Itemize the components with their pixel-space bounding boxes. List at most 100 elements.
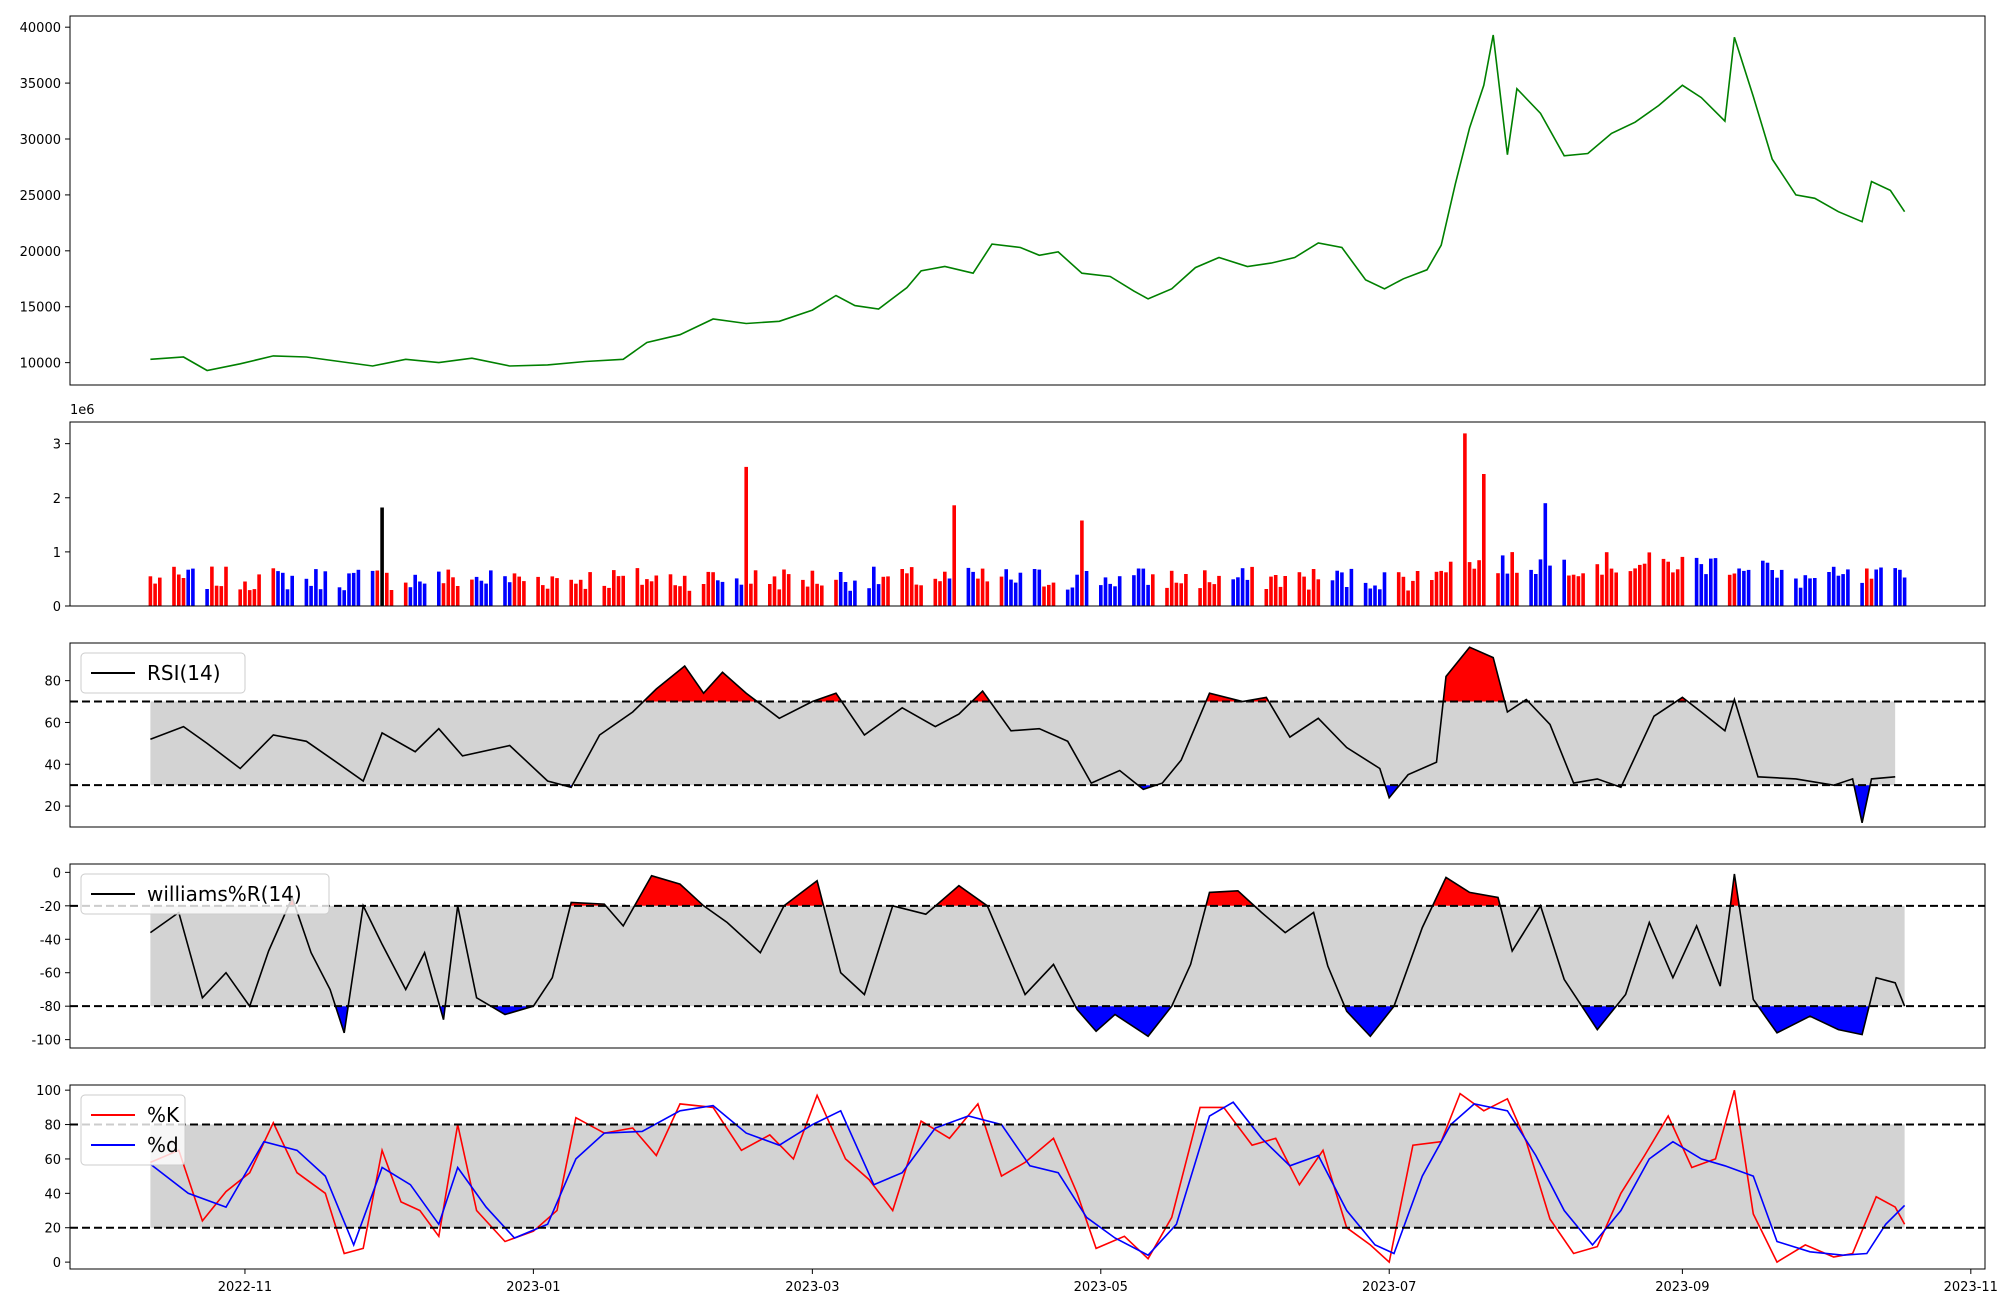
volume-bar: [753, 570, 758, 606]
volume-bar: [342, 590, 346, 606]
overbought-fill: [643, 666, 758, 702]
legend-label: %d: [147, 1133, 179, 1157]
volume-bar: [285, 589, 290, 606]
volume-bar: [1571, 574, 1576, 606]
oversold-fill: [1344, 1006, 1394, 1037]
volume-bar: [309, 585, 313, 606]
volume-bar: [1860, 582, 1864, 606]
volume-bar: [1874, 569, 1878, 606]
volume-bar: [474, 576, 479, 606]
volume-bar: [276, 571, 280, 606]
volume-bar: [210, 566, 214, 606]
y-tick-label: 20000: [20, 245, 61, 260]
volume-bar: [1344, 587, 1349, 606]
volume-bar: [470, 579, 474, 606]
y-tick-label: -100: [31, 1034, 61, 1049]
volume-bar: [574, 583, 578, 606]
volume-bar: [1444, 572, 1448, 606]
volume-bar: [403, 582, 408, 606]
x-tick-label: 2022-11: [218, 1280, 272, 1295]
volume-bar: [536, 576, 540, 606]
y-tick-label: 40: [44, 1187, 61, 1202]
volume-bar: [1567, 575, 1571, 606]
volume-bar: [1604, 552, 1609, 606]
volume-bar: [919, 585, 923, 606]
volume-bar: [1004, 569, 1008, 606]
volume-bar: [1794, 578, 1798, 606]
volume-bar: [938, 581, 942, 606]
volume-bar: [1439, 570, 1443, 606]
volume-bar: [1141, 568, 1146, 606]
y-tick-label: 15000: [20, 301, 61, 316]
oversold-fill: [1854, 785, 1871, 823]
volume-bar: [1117, 576, 1122, 606]
volume-bar: [886, 576, 890, 606]
date-axis: 2022-11 2023-01 2023-03 2023-05 2023-07 2023-…: [218, 1269, 1998, 1295]
volume-bar: [1482, 474, 1486, 606]
volume-bar: [1269, 576, 1273, 606]
volume-bar: [1273, 575, 1278, 606]
volume-bar: [1902, 577, 1907, 606]
volume-bar: [1174, 582, 1179, 606]
y-tick-label: 60: [44, 716, 61, 731]
x-tick-label: 2023-11: [1944, 1280, 1998, 1295]
volume-bar: [1051, 582, 1056, 606]
volume-bar: [805, 586, 810, 606]
volume-bar: [1770, 570, 1774, 606]
volume-bar: [1699, 564, 1704, 606]
y-tick-label: -20: [40, 900, 61, 915]
volume-bar: [1765, 562, 1770, 606]
volume-bar: [1846, 569, 1850, 606]
legend-label: williams%R(14): [147, 882, 302, 906]
volume-bar: [1628, 571, 1633, 606]
volume-bar: [734, 578, 739, 606]
volume-bar: [1761, 560, 1765, 606]
volume-bar: [318, 589, 323, 606]
volume-bar: [640, 584, 644, 606]
rsi-axes-frame: [69, 642, 1986, 828]
volume-bar: [541, 585, 545, 606]
stochastic-axes-frame: [69, 1084, 1986, 1270]
volume-bar: [848, 590, 852, 606]
volume-bar: [786, 574, 791, 606]
volume-bar: [1798, 587, 1803, 606]
volume-bar: [1430, 580, 1434, 606]
volume-bar: [1675, 569, 1680, 606]
volume-bar: [1047, 584, 1051, 606]
y-tick-label: 2: [53, 492, 61, 507]
volume-bar: [181, 578, 186, 606]
volume-bar: [1203, 570, 1207, 606]
volume-bar: [1311, 569, 1316, 606]
y-tick-label: 1: [53, 546, 61, 561]
volume-bar: [881, 576, 886, 606]
volume-bar: [1448, 561, 1453, 606]
volume-bar: [1245, 579, 1250, 606]
volume-bar: [1037, 569, 1042, 606]
volume-bar: [389, 590, 394, 606]
volume-bar: [158, 577, 162, 606]
volume-bar: [1179, 583, 1183, 606]
volume-bar: [1151, 574, 1155, 606]
volume-bar: [1666, 561, 1670, 606]
volume-bar: [1775, 577, 1779, 606]
volume-bar: [1349, 568, 1354, 606]
volume-offset-label: 1e6: [70, 403, 95, 418]
volume-bar: [1633, 568, 1637, 606]
volume-bar: [1103, 577, 1108, 606]
volume-bar: [1368, 588, 1373, 606]
volume-bar: [1378, 589, 1382, 606]
volume-bar: [1297, 572, 1302, 606]
volume-bar: [446, 569, 451, 606]
y-tick-label: 80: [44, 1119, 61, 1134]
volume-bar: [952, 505, 956, 606]
volume-bar: [838, 572, 843, 606]
volume-bar: [947, 578, 952, 606]
volume-bar: [1500, 555, 1505, 606]
volume-bar: [1302, 576, 1306, 606]
volume-bar: [1841, 574, 1845, 606]
volume-bar: [909, 567, 914, 606]
volume-bar: [1808, 578, 1812, 606]
volume-bar: [186, 569, 190, 606]
